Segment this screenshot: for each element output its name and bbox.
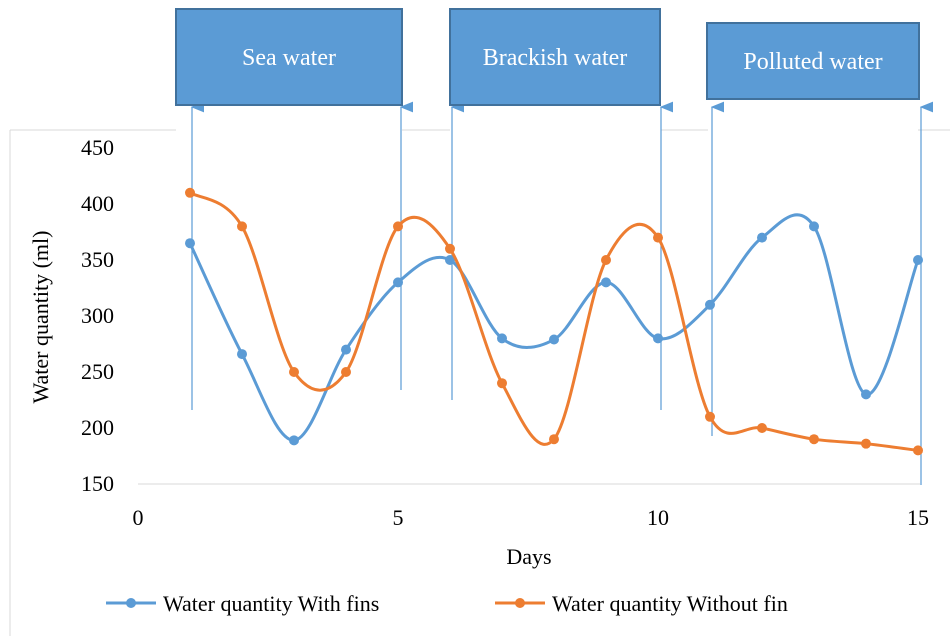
- data-point-series-1: [445, 255, 455, 265]
- data-point-series-2: [913, 445, 923, 456]
- data-point-series-2: [341, 367, 351, 377]
- series-line-2: [189, 191, 919, 452]
- data-point-series-2: [237, 221, 247, 232]
- y-tick-label: 300: [81, 303, 114, 328]
- y-tick-label: 150: [81, 471, 114, 496]
- legend-label: Water quantity With fins: [163, 591, 379, 616]
- legend-label: Water quantity Without fin: [552, 591, 788, 616]
- x-tick-label: 0: [133, 505, 144, 530]
- y-tick-label: 450: [81, 135, 114, 160]
- data-point-series-1: [757, 232, 767, 243]
- x-tick-label: 15: [907, 505, 929, 530]
- annotation-box: [706, 22, 920, 100]
- data-point-series-2: [601, 255, 611, 265]
- annotation-boxes: Sea water Brackish water Polluted water: [175, 8, 920, 106]
- y-axis-label: Water quantity (ml): [28, 231, 53, 404]
- legend: Water quantity With fins Water quantity W…: [106, 591, 788, 616]
- annotation-label: Polluted water: [743, 49, 882, 75]
- legend-marker: [515, 598, 525, 608]
- data-point-series-1: [601, 277, 611, 288]
- data-point-series-2: [289, 367, 299, 377]
- y-tick-label: 400: [81, 191, 114, 216]
- data-point-series-2: [393, 221, 403, 232]
- y-tick-label: 350: [81, 247, 114, 272]
- data-point-series-2: [497, 378, 507, 389]
- series-line-1: [188, 213, 920, 442]
- data-point-series-2: [757, 423, 767, 433]
- x-tick-label: 5: [393, 505, 404, 530]
- data-point-series-1: [185, 238, 195, 249]
- annotation-label: Brackish water: [483, 45, 628, 71]
- data-point-series-1: [549, 334, 559, 345]
- data-point-series-1: [341, 344, 351, 355]
- annotation-label: Sea water: [242, 45, 336, 71]
- y-axis: 150 200 250 300 350 400 450: [81, 135, 114, 496]
- x-axis: 0 5 10 15: [133, 483, 929, 530]
- annotation-arrows: [190, 101, 933, 485]
- data-point-series-2: [705, 411, 715, 422]
- data-point-series-1: [237, 349, 247, 360]
- data-point-series-2: [549, 434, 559, 445]
- data-point-series-1: [653, 333, 663, 344]
- data-point-series-2: [861, 438, 871, 449]
- annotation-box: [175, 8, 403, 106]
- data-point-series-2: [185, 187, 195, 198]
- legend-marker: [126, 598, 136, 608]
- annotation-box: [449, 8, 661, 106]
- y-tick-label: 250: [81, 359, 114, 384]
- data-point-series-2: [653, 232, 663, 243]
- data-point-series-1: [497, 333, 507, 344]
- data-point-series-1: [861, 389, 871, 400]
- data-point-series-2: [445, 243, 455, 254]
- data-point-series-1: [705, 299, 715, 310]
- data-point-series-1: [913, 255, 923, 265]
- series-lines: [185, 187, 923, 456]
- data-point-series-2: [809, 434, 819, 445]
- x-axis-label: Days: [506, 544, 551, 569]
- data-point-series-1: [809, 221, 819, 232]
- data-point-series-1: [289, 435, 299, 446]
- y-tick-label: 200: [81, 415, 114, 440]
- data-point-series-1: [393, 277, 403, 288]
- x-tick-label: 10: [647, 505, 669, 530]
- chart-frame: [9, 129, 950, 636]
